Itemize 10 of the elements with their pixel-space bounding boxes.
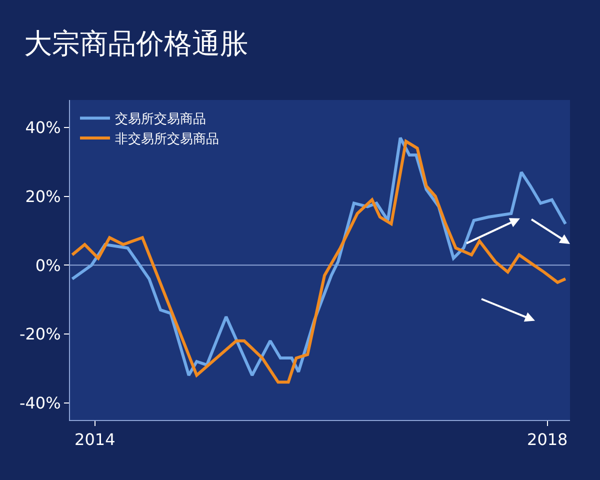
y-tick-label: 0%	[35, 256, 61, 275]
legend-label: 交易所交易商品	[115, 111, 206, 128]
y-tick-label: -20%	[19, 324, 61, 344]
x-tick-label: 2014	[74, 430, 116, 450]
legend-label: 非交易所交易商品	[115, 131, 219, 148]
x-tick-label: 2018	[527, 430, 568, 450]
y-tick-label: 20%	[25, 186, 61, 206]
y-tick-label: 40%	[25, 118, 61, 138]
chart-title: 大宗商品价格通胀	[24, 27, 248, 60]
y-tick-label: -40%	[19, 393, 61, 412]
